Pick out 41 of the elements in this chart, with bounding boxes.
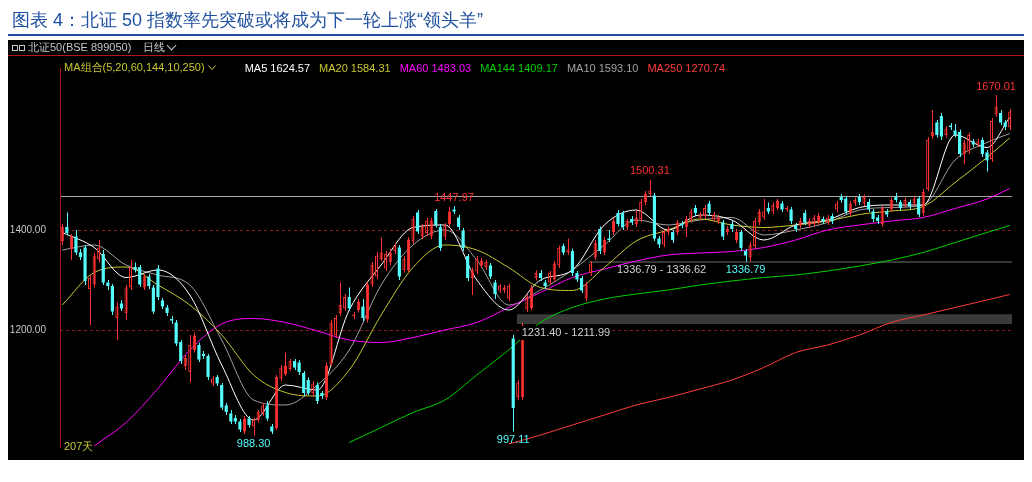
candlestick bbox=[415, 209, 420, 235]
annotation: 1336.79 bbox=[725, 263, 766, 276]
text: MA250 1270.74 bbox=[647, 61, 726, 74]
candlestick bbox=[220, 382, 224, 411]
candlestick bbox=[493, 279, 497, 300]
text: MA60 1483.03 bbox=[399, 61, 472, 74]
y-tick-label: 1200.00 bbox=[9, 323, 47, 335]
annotation: 988.30 bbox=[236, 437, 271, 450]
candlestick bbox=[570, 248, 575, 277]
band-label: 1231.40 - 1211.99 bbox=[521, 325, 611, 338]
candlestick bbox=[598, 226, 602, 255]
annotation: 207天 bbox=[64, 439, 94, 454]
text: 日线 bbox=[143, 40, 166, 55]
candlestick bbox=[361, 298, 365, 322]
text: MA144 1409.17 bbox=[480, 61, 558, 74]
y-tick-label: 1400.00 bbox=[9, 223, 47, 235]
candlestick bbox=[206, 353, 210, 381]
legend-title: MA组合(5,20,60,144,10,250) bbox=[64, 60, 205, 75]
candlestick bbox=[434, 208, 438, 228]
annotation: 1500.31 bbox=[629, 164, 670, 177]
chart-subtitle: 北证50(BSE 899050) bbox=[28, 40, 132, 55]
candlestick bbox=[739, 229, 743, 252]
band-label: 1336.79 - 1336.62 bbox=[616, 263, 707, 276]
line-series bbox=[348, 225, 1011, 443]
candlestick bbox=[917, 195, 921, 218]
candlestick bbox=[466, 253, 470, 282]
candlestick bbox=[138, 264, 142, 288]
annotation: 1670.01 bbox=[976, 79, 1016, 92]
candlestick bbox=[438, 223, 442, 252]
text: MA20 1584.31 bbox=[319, 61, 391, 74]
candlestick bbox=[197, 342, 201, 363]
annotation: 997.11 bbox=[496, 432, 530, 445]
text: MA10 1593.10 bbox=[566, 61, 639, 74]
candlestick bbox=[74, 229, 78, 256]
candlestick bbox=[461, 227, 465, 252]
text: MA5 1624.57 bbox=[244, 61, 311, 74]
chart-title: 图表 4：北证 50 指数率先突破或将成为下一轮上涨“领头羊” bbox=[8, 8, 1024, 36]
line-series bbox=[93, 188, 1011, 447]
candlestick bbox=[302, 370, 306, 397]
candlestick bbox=[721, 219, 725, 241]
candlestick bbox=[65, 212, 69, 236]
